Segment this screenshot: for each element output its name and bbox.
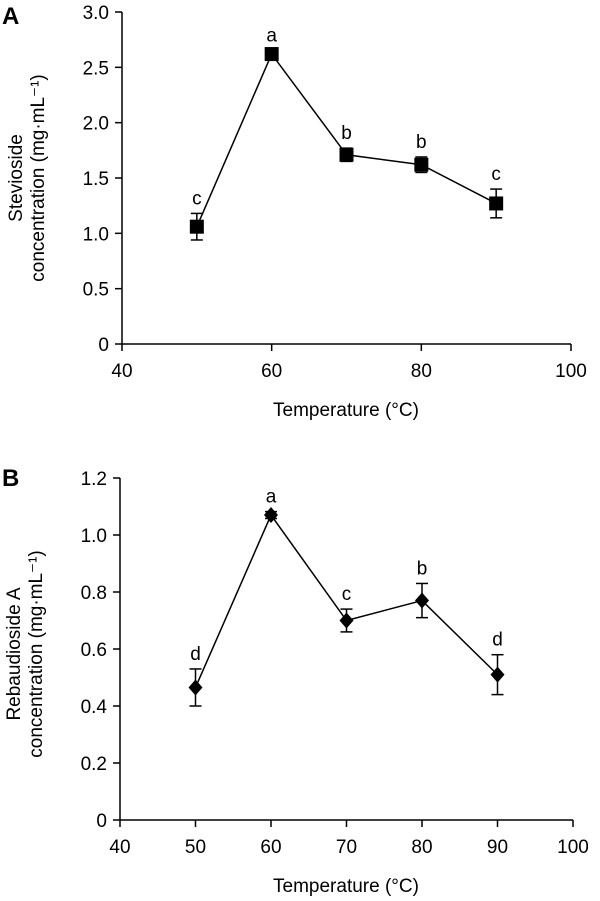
y-tick-label-b: 0.4 — [81, 697, 108, 718]
y-axis-title-a-line-1: Stevioside — [6, 134, 27, 222]
chart-panel-a: A 0 0.5 1.0 1.5 2.0 2.5 3.0 40 60 80 100 c a b b c Temp… — [2, 3, 587, 421]
y-tick-label-a: 2.5 — [83, 58, 109, 79]
y-axis-title-b: Rebaudioside A concentration (mg·mL⁻¹) — [4, 550, 47, 757]
data-point-a — [264, 47, 279, 62]
data-point-b — [339, 612, 354, 629]
x-tick-label-b: 100 — [557, 837, 589, 858]
data-point-b — [415, 592, 429, 609]
y-tick-label-b: 0.2 — [81, 754, 107, 775]
data-point-a — [414, 157, 429, 172]
y-tick-label-a: 1.5 — [83, 169, 109, 190]
significance-label-b: a — [266, 487, 277, 508]
chart-panel-b: B 0 0.2 0.4 0.6 0.8 1.0 1.2 40 50 60 70 80 90 100 d a c b… — [2, 465, 589, 897]
y-tick-label-a: 0.5 — [83, 280, 109, 301]
x-tick-label-a: 40 — [111, 361, 132, 382]
y-tick-label-a: 1.0 — [83, 224, 109, 245]
y-axis-title-b-line-2: concentration (mg·mL⁻¹) — [26, 550, 47, 757]
data-point-a — [489, 196, 504, 211]
y-tick-label-b: 0.6 — [81, 640, 107, 661]
y-tick-label-b: 1.0 — [81, 526, 107, 547]
x-tick-label-b: 70 — [336, 837, 357, 858]
significance-label-a: c — [491, 164, 501, 185]
significance-label-a: b — [416, 132, 427, 153]
significance-label-a: c — [192, 188, 202, 209]
x-tick-label-b: 40 — [109, 837, 130, 858]
x-tick-label-b: 60 — [260, 837, 281, 858]
significance-label-b: d — [190, 644, 201, 665]
x-tick-label-b: 90 — [487, 837, 508, 858]
data-point-a — [189, 219, 204, 234]
y-tick-label-b: 0.8 — [81, 583, 107, 604]
y-tick-label-b: 0 — [96, 811, 107, 832]
x-axis-title-b: Temperature (°C) — [273, 876, 419, 897]
plot-area-b: 0 0.2 0.4 0.6 0.8 1.0 1.2 40 50 60 70 80 90 100 d a c b d — [81, 469, 589, 858]
y-tick-label-a: 0 — [98, 335, 109, 356]
x-tick-label-b: 80 — [411, 837, 432, 858]
data-point-a — [339, 147, 354, 162]
data-point-b — [188, 679, 203, 696]
y-axis-title-a: Stevioside concentration (mg·mL⁻¹) — [6, 74, 49, 281]
panel-letter-b: B — [2, 465, 19, 492]
y-axis-title-a-line-2: concentration (mg·mL⁻¹) — [28, 74, 49, 281]
significance-label-b: c — [342, 584, 352, 605]
x-tick-label-a: 100 — [555, 361, 587, 382]
x-axis-title-a: Temperature (°C) — [273, 400, 419, 421]
y-axis-title-b-line-1: Rebaudioside A — [4, 587, 25, 720]
significance-label-a: a — [266, 26, 277, 47]
x-tick-label-b: 50 — [185, 837, 206, 858]
significance-label-a: b — [341, 123, 352, 144]
significance-label-b: d — [492, 630, 503, 651]
x-tick-label-a: 80 — [411, 361, 432, 382]
y-tick-label-a: 3.0 — [83, 3, 109, 24]
plot-area-a: 0 0.5 1.0 1.5 2.0 2.5 3.0 40 60 80 100 c a b b c — [83, 3, 587, 382]
data-point-b — [490, 666, 505, 683]
x-tick-label-a: 60 — [261, 361, 282, 382]
y-tick-label-a: 2.0 — [83, 114, 109, 135]
y-tick-label-b: 1.2 — [81, 469, 107, 490]
data-point-b — [264, 507, 278, 524]
significance-label-b: b — [417, 558, 428, 579]
panel-letter-a: A — [2, 3, 19, 30]
